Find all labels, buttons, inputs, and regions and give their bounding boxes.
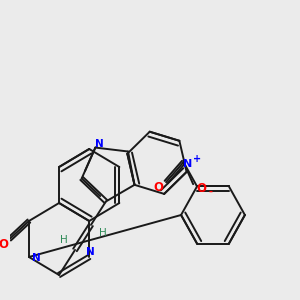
Text: +: + — [193, 154, 201, 164]
Text: H: H — [59, 235, 67, 245]
Text: O: O — [153, 181, 163, 194]
Text: H: H — [99, 228, 106, 238]
Text: N: N — [86, 247, 94, 257]
Text: -: - — [208, 187, 213, 197]
Text: O: O — [196, 182, 206, 195]
Text: N: N — [183, 159, 192, 169]
Text: O: O — [0, 238, 9, 250]
Text: N: N — [32, 253, 41, 263]
Text: N: N — [95, 139, 103, 148]
